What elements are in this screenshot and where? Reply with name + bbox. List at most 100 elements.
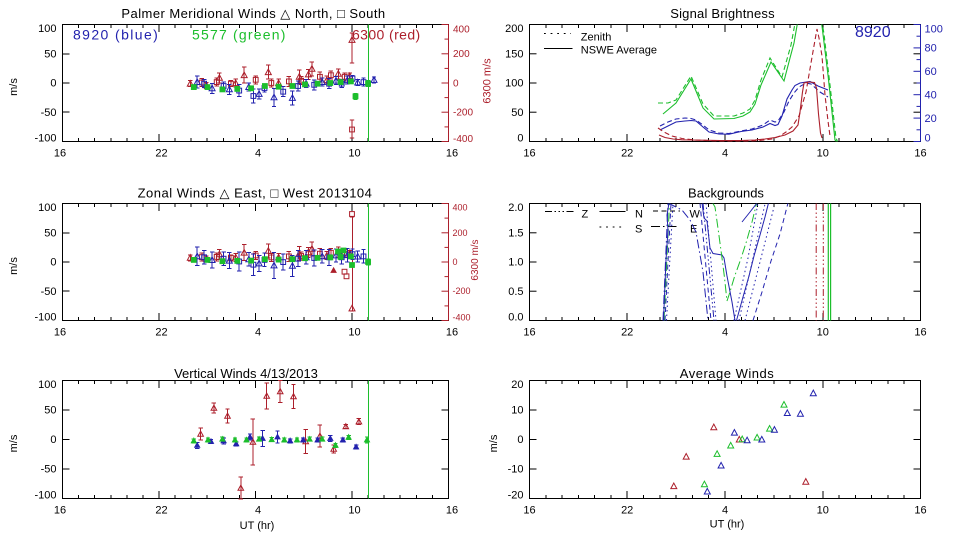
svg-text:4: 4 [255, 148, 261, 160]
svg-text:6300 m/s: 6300 m/s [482, 58, 494, 104]
svg-text:Zenith: Zenith [581, 32, 612, 44]
svg-text:100: 100 [38, 23, 56, 35]
svg-text:22: 22 [621, 327, 633, 339]
svg-text:UT (hr): UT (hr) [240, 520, 275, 532]
svg-text:50: 50 [44, 49, 56, 61]
svg-text:16: 16 [446, 505, 458, 517]
svg-text:Zonal Winds △ East, □ West 201: Zonal Winds △ East, □ West 2013104 [138, 186, 373, 201]
svg-text:-50: -50 [41, 107, 57, 119]
svg-text:m/s: m/s [8, 434, 20, 452]
svg-text:22: 22 [621, 505, 633, 517]
svg-text:6300 m/s: 6300 m/s [470, 239, 481, 280]
svg-text:0.5: 0.5 [508, 286, 523, 298]
svg-text:10: 10 [817, 148, 829, 160]
svg-text:0: 0 [50, 78, 56, 90]
svg-text:400: 400 [453, 24, 470, 35]
svg-text:-100: -100 [34, 312, 56, 324]
svg-text:10: 10 [348, 505, 360, 517]
svg-text:0: 0 [925, 133, 931, 145]
svg-text:100: 100 [925, 24, 943, 36]
svg-text:100: 100 [38, 202, 56, 214]
svg-text:-100: -100 [34, 133, 56, 145]
svg-text:16: 16 [523, 505, 535, 517]
svg-text:Signal Brightness: Signal Brightness [670, 6, 775, 21]
svg-text:10: 10 [348, 327, 360, 339]
svg-text:-50: -50 [41, 464, 57, 476]
svg-text:10: 10 [511, 405, 523, 417]
svg-text:-10: -10 [508, 464, 524, 476]
svg-text:Vertical Winds 4/13/2013: Vertical Winds 4/13/2013 [174, 366, 318, 381]
svg-text:1.5: 1.5 [508, 227, 523, 239]
svg-text:0: 0 [517, 434, 523, 446]
svg-text:0: 0 [50, 434, 56, 446]
svg-text:16: 16 [54, 505, 66, 517]
svg-text:Z: Z [582, 209, 589, 221]
svg-text:22: 22 [155, 327, 167, 339]
svg-text:10: 10 [817, 327, 829, 339]
svg-text:16: 16 [523, 327, 535, 339]
svg-text:-200: -200 [453, 286, 471, 296]
svg-text:m/s: m/s [8, 78, 20, 96]
svg-text:16: 16 [446, 148, 458, 160]
svg-text:20: 20 [925, 113, 937, 125]
svg-text:200: 200 [453, 49, 470, 60]
svg-text:Backgrounds: Backgrounds [688, 186, 764, 201]
svg-text:2.0: 2.0 [508, 202, 523, 214]
svg-text:22: 22 [155, 148, 167, 160]
svg-text:-50: -50 [41, 286, 57, 298]
svg-text:50: 50 [44, 405, 56, 417]
svg-text:m/s: m/s [488, 434, 500, 452]
svg-text:200: 200 [453, 228, 468, 238]
svg-text:N: N [635, 209, 643, 221]
svg-text:8920 (blue): 8920 (blue) [73, 27, 159, 43]
svg-text:10: 10 [817, 505, 829, 517]
svg-text:W: W [690, 209, 701, 221]
svg-text:80: 80 [925, 43, 937, 55]
svg-text:0: 0 [453, 257, 458, 267]
svg-text:16: 16 [54, 327, 66, 339]
svg-text:16: 16 [446, 327, 458, 339]
svg-text:S: S [635, 224, 642, 236]
svg-text:-100: -100 [34, 490, 56, 502]
svg-text:0: 0 [453, 78, 459, 89]
svg-text:0.0: 0.0 [508, 312, 523, 324]
svg-text:4: 4 [722, 148, 728, 160]
svg-text:UT (hr): UT (hr) [710, 519, 745, 531]
svg-text:40: 40 [925, 89, 937, 101]
svg-text:4: 4 [255, 327, 261, 339]
svg-text:8920: 8920 [855, 24, 891, 41]
svg-text:NSWE Average: NSWE Average [581, 44, 657, 56]
svg-text:Palmer Meridional Winds △ Nort: Palmer Meridional Winds △ North, □ South [121, 6, 385, 21]
svg-text:200: 200 [505, 23, 523, 35]
svg-text:16: 16 [914, 148, 926, 160]
svg-text:100: 100 [505, 78, 523, 90]
svg-text:150: 150 [505, 49, 523, 61]
svg-text:0: 0 [517, 133, 523, 145]
svg-text:-400: -400 [453, 313, 471, 323]
svg-text:0: 0 [50, 257, 56, 269]
svg-text:16: 16 [523, 148, 535, 160]
svg-text:100: 100 [38, 379, 56, 391]
svg-text:E: E [690, 224, 697, 236]
svg-text:4: 4 [255, 505, 261, 517]
svg-text:16: 16 [914, 327, 926, 339]
svg-text:60: 60 [925, 66, 937, 78]
svg-text:22: 22 [155, 505, 167, 517]
svg-text:50: 50 [44, 228, 56, 240]
svg-text:4: 4 [722, 505, 728, 517]
svg-text:16: 16 [914, 505, 926, 517]
svg-text:-200: -200 [453, 108, 473, 119]
svg-text:10: 10 [348, 148, 360, 160]
svg-text:50: 50 [511, 107, 523, 119]
svg-text:1.0: 1.0 [508, 257, 523, 269]
svg-text:Average Winds: Average Winds [680, 366, 774, 381]
svg-text:4: 4 [722, 327, 728, 339]
svg-text:20: 20 [511, 379, 523, 391]
svg-text:5577 (green): 5577 (green) [192, 27, 287, 43]
svg-text:16: 16 [54, 148, 66, 160]
svg-text:6300 (red): 6300 (red) [352, 27, 421, 43]
svg-text:-20: -20 [508, 490, 524, 502]
svg-text:22: 22 [621, 148, 633, 160]
svg-text:m/s: m/s [8, 257, 20, 275]
svg-text:400: 400 [453, 203, 468, 213]
